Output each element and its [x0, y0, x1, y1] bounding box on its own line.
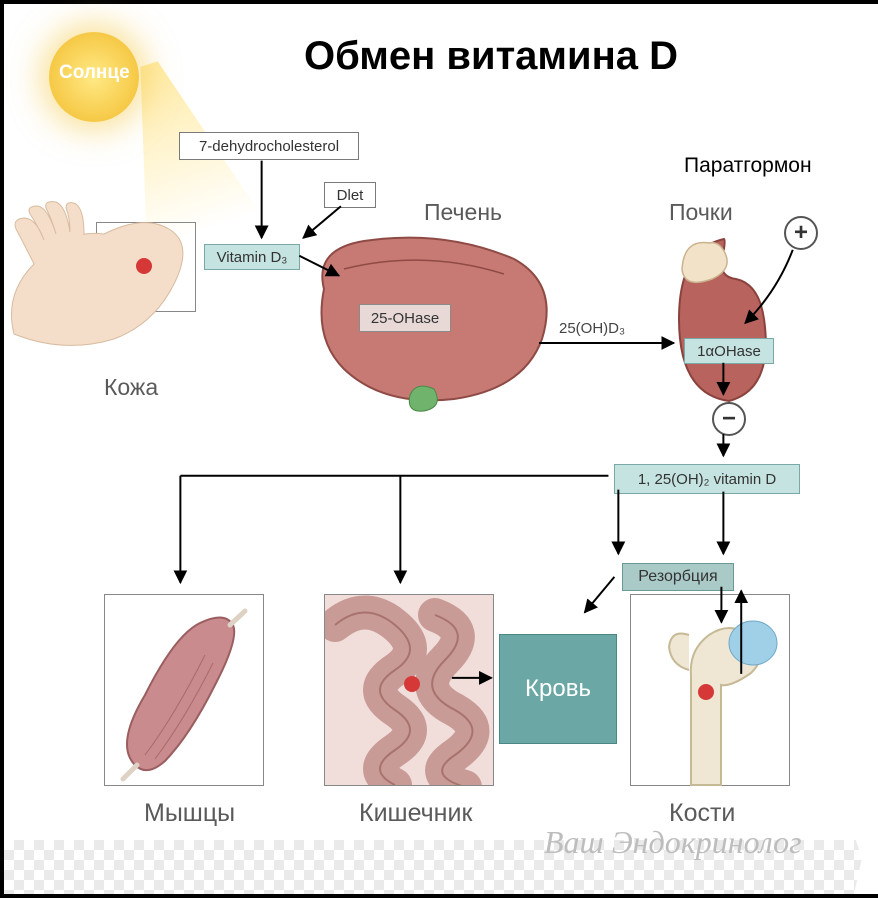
minus-op-icon: −	[712, 402, 746, 436]
bone-action-dot	[698, 684, 714, 700]
box-resorption: Резорбция	[622, 563, 734, 591]
plus-glyph: +	[794, 219, 808, 247]
blood-label: Кровь	[525, 675, 591, 703]
skin-action-dot	[136, 258, 152, 274]
liver-label: Печень	[424, 199, 502, 226]
plus-op-icon: +	[784, 216, 818, 250]
torn-edge	[838, 4, 878, 894]
box-7dhc: 7-dehydrocholesterol	[179, 132, 359, 160]
minus-glyph: −	[722, 405, 736, 433]
skin-label: Кожа	[104, 374, 158, 401]
box-vitd3: Vitamin D₃	[204, 244, 300, 270]
muscle-icon	[105, 595, 265, 787]
muscle-frame	[104, 594, 264, 786]
kidney-icon	[664, 229, 784, 409]
page-title: Обмен витамина D	[304, 34, 678, 79]
label-25ohd3: 25(OH)D₃	[559, 320, 625, 337]
gut-action-dot	[404, 676, 420, 692]
sun-label: Солнце	[59, 62, 130, 84]
gut-label: Кишечник	[359, 799, 472, 828]
watermark-text: Ваш Эндокринолог	[544, 824, 802, 861]
diagram-canvas: Солнце Обмен витамина D Кожа 7-dehydroch…	[0, 0, 878, 898]
box-diet: Dlet	[324, 182, 376, 208]
box-calcitriol: 1, 25(OH)₂ vitamin D	[614, 464, 800, 494]
box-1alpha: 1αOHase	[684, 338, 774, 364]
muscle-label: Мышцы	[144, 799, 235, 828]
blood-box: Кровь	[499, 634, 617, 744]
hand-icon	[0, 174, 204, 354]
box-25ohase: 25-OHase	[359, 304, 451, 332]
pth-label: Паратгормон	[684, 154, 812, 178]
kidney-label: Почки	[669, 199, 733, 226]
